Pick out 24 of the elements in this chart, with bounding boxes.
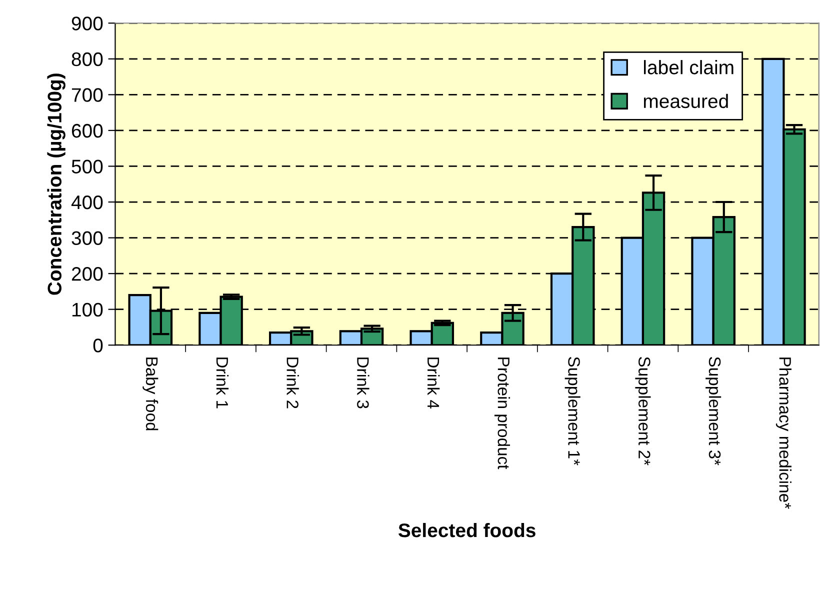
- x-axis-title: Selected foods: [398, 522, 536, 538]
- y-tick-label: 100: [72, 302, 103, 317]
- y-tick-label: 700: [72, 88, 103, 102]
- x-tick-label: Pharmacy medicine*: [776, 358, 792, 509]
- x-tick-label: Drink 2: [286, 358, 299, 408]
- y-axis-title: Concentration (µg/100g): [47, 74, 66, 295]
- y-tick-label: 0: [93, 338, 103, 352]
- y-tick-label: 200: [72, 267, 103, 281]
- y-tick-label: 800: [72, 52, 103, 66]
- x-tick-label: Drink 4: [428, 358, 440, 409]
- x-tick-label: Protein product: [494, 358, 510, 470]
- x-tick-label: Supplement 2*: [635, 356, 651, 466]
- legend-label: label claim: [644, 60, 734, 74]
- y-tick-label: 900: [72, 16, 103, 30]
- y-tick-label: 600: [72, 124, 103, 138]
- x-tick-label: Drink 3: [357, 358, 370, 408]
- legend-label: measured: [644, 94, 728, 108]
- x-tick-label: Baby food: [142, 358, 158, 430]
- y-tick-label: 300: [72, 231, 103, 246]
- x-tick-label: Drink 1: [216, 358, 229, 408]
- x-tick-label: Supplement 1*: [564, 356, 580, 466]
- y-tick-label: 400: [71, 195, 103, 210]
- y-tick-label: 500: [72, 160, 103, 174]
- x-tick-label: Supplement 3*: [706, 356, 722, 466]
